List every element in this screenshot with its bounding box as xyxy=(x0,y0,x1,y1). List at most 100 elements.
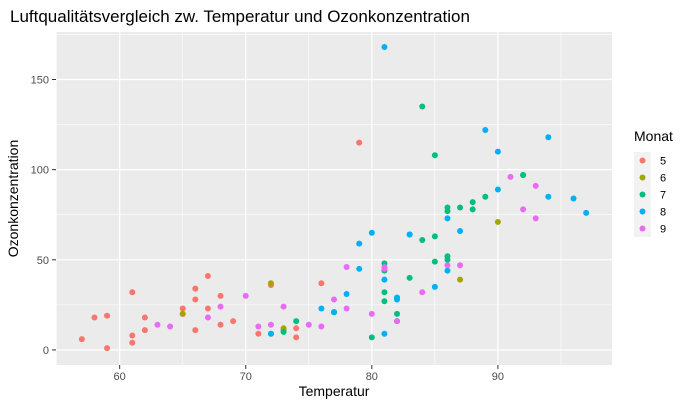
data-point-month-5 xyxy=(129,332,136,339)
data-point-month-8 xyxy=(570,195,577,202)
data-point-month-5 xyxy=(230,318,237,325)
data-point-month-6 xyxy=(179,310,186,317)
data-point-month-8 xyxy=(457,227,464,234)
data-point-month-7 xyxy=(457,204,464,211)
data-point-month-5 xyxy=(91,314,98,321)
data-point-month-7 xyxy=(293,318,300,325)
data-point-month-5 xyxy=(192,296,199,303)
data-point-month-9 xyxy=(331,296,337,303)
data-point-month-8 xyxy=(406,231,413,238)
data-point-month-9 xyxy=(154,321,161,328)
data-point-month-5 xyxy=(318,280,325,287)
data-point-month-8 xyxy=(343,291,350,298)
y-tick-label: 0 xyxy=(43,345,49,357)
legend-key-dot xyxy=(639,157,646,164)
data-point-month-5 xyxy=(255,330,262,337)
data-point-month-5 xyxy=(217,292,224,299)
legend-key-dot xyxy=(639,174,646,181)
legend-label: 7 xyxy=(660,190,666,202)
data-point-month-8 xyxy=(431,283,438,290)
data-point-month-5 xyxy=(293,325,300,332)
data-point-month-9 xyxy=(318,323,325,330)
data-point-month-9 xyxy=(204,314,211,321)
legend-key-dot xyxy=(639,208,646,215)
data-point-month-5 xyxy=(78,336,85,343)
data-point-month-7 xyxy=(431,258,438,265)
x-axis-title: Temperatur xyxy=(299,383,370,399)
data-point-month-8 xyxy=(331,309,337,316)
data-point-month-5 xyxy=(217,321,224,328)
data-point-month-7 xyxy=(280,328,287,335)
grid-lines xyxy=(56,32,612,365)
data-point-month-5 xyxy=(141,314,148,321)
data-point-month-9 xyxy=(343,305,350,312)
data-point-month-7 xyxy=(431,152,438,159)
data-point-month-7 xyxy=(419,103,426,110)
data-point-month-9 xyxy=(532,182,539,189)
data-point-month-8 xyxy=(381,44,388,51)
data-point-month-5 xyxy=(293,334,300,341)
data-point-month-8 xyxy=(356,265,363,272)
y-tick-label: 150 xyxy=(31,75,49,87)
data-point-month-8 xyxy=(381,330,388,337)
data-point-month-8 xyxy=(494,186,501,193)
data-point-month-9 xyxy=(419,289,426,296)
x-tick-label: 60 xyxy=(114,371,126,383)
data-point-month-5 xyxy=(179,305,186,312)
legend-key-dot xyxy=(639,191,646,198)
data-point-month-8 xyxy=(394,294,401,301)
data-point-month-7 xyxy=(482,193,489,200)
data-point-month-7 xyxy=(381,298,388,305)
data-point-month-6 xyxy=(267,280,274,287)
data-point-month-8 xyxy=(368,229,375,236)
data-point-month-9 xyxy=(280,303,287,310)
legend-title: Monat xyxy=(634,128,673,144)
data-points xyxy=(78,44,590,352)
data-point-month-7 xyxy=(419,236,426,243)
legend-label: 6 xyxy=(660,173,666,185)
data-point-month-9 xyxy=(217,303,224,310)
data-point-month-5 xyxy=(129,339,136,346)
legend-label: 5 xyxy=(660,156,666,168)
data-point-month-7 xyxy=(520,172,527,179)
data-point-month-7 xyxy=(381,289,388,296)
data-point-month-9 xyxy=(381,264,388,271)
x-tick-label: 80 xyxy=(366,371,378,383)
data-point-month-9 xyxy=(394,318,401,325)
data-point-month-7 xyxy=(394,310,401,317)
data-point-month-8 xyxy=(318,305,325,312)
data-point-month-9 xyxy=(368,310,375,317)
data-point-month-9 xyxy=(457,262,464,269)
data-point-month-6 xyxy=(494,218,501,225)
y-tick-label: 100 xyxy=(31,165,49,177)
data-point-month-6 xyxy=(457,276,464,283)
data-point-month-5 xyxy=(192,327,199,334)
data-point-month-9 xyxy=(532,215,539,222)
data-point-month-8 xyxy=(381,276,388,283)
axis-ticks: 60 70 80 90 0 50 100 150 xyxy=(31,75,504,383)
data-point-month-5 xyxy=(356,139,363,146)
data-point-month-7 xyxy=(406,274,413,281)
data-point-month-5 xyxy=(104,312,111,319)
data-point-month-7 xyxy=(431,233,438,240)
data-point-month-5 xyxy=(129,289,136,296)
data-point-month-5 xyxy=(204,305,211,312)
data-point-month-8 xyxy=(267,330,274,337)
data-point-month-8 xyxy=(482,126,489,133)
data-point-month-9 xyxy=(444,262,451,269)
data-point-month-9 xyxy=(267,321,274,328)
data-point-month-7 xyxy=(469,199,476,206)
x-tick-label: 90 xyxy=(492,371,504,383)
data-point-month-9 xyxy=(305,321,312,328)
data-point-month-5 xyxy=(192,285,199,292)
data-point-month-8 xyxy=(444,215,451,222)
data-point-month-8 xyxy=(583,209,590,216)
data-point-month-9 xyxy=(255,323,262,330)
data-point-month-8 xyxy=(494,148,501,155)
data-point-month-7 xyxy=(368,334,375,341)
data-point-month-9 xyxy=(520,206,527,213)
legend-label: 8 xyxy=(660,207,666,219)
data-point-month-9 xyxy=(167,323,174,330)
data-point-month-9 xyxy=(343,264,350,271)
